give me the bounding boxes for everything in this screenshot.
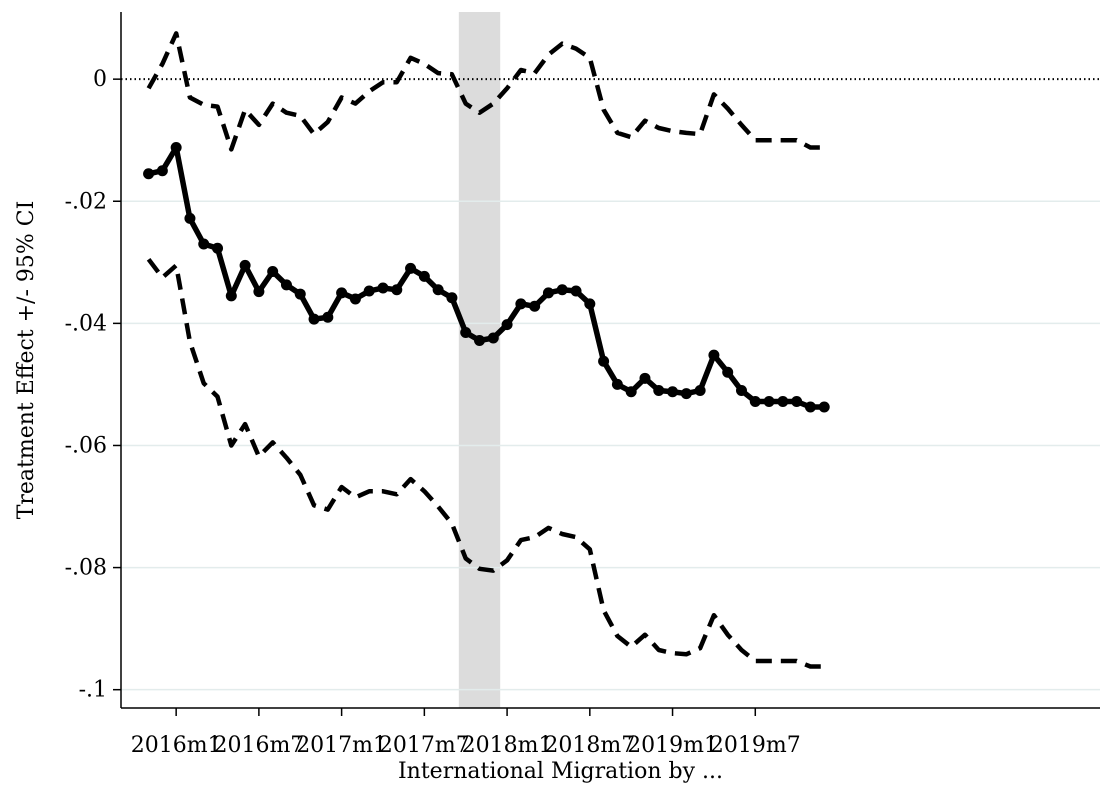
data-point	[653, 385, 665, 397]
data-point	[225, 290, 237, 302]
x-tick-label: 2016m7	[213, 733, 304, 758]
y-tick-label: -.04	[65, 311, 107, 336]
data-point	[598, 355, 610, 367]
data-point	[487, 332, 499, 344]
data-point	[611, 378, 623, 390]
x-tick-label: 2019m1	[627, 733, 718, 758]
data-point	[749, 396, 761, 408]
data-point	[804, 401, 816, 413]
data-point	[818, 401, 830, 413]
data-point	[694, 385, 706, 397]
data-point	[170, 142, 182, 154]
data-point	[391, 284, 403, 296]
y-tick-label: -.06	[65, 433, 107, 458]
x-axis-ticks: 2016m12016m72017m12017m72018m12018m72019…	[131, 708, 801, 758]
data-point	[763, 396, 775, 408]
data-point	[308, 313, 320, 325]
data-point	[722, 366, 734, 378]
x-tick-label: 2019m7	[710, 733, 801, 758]
y-tick-label: -.1	[79, 678, 107, 703]
data-point	[791, 396, 803, 408]
series-line-ci-lower	[146, 257, 825, 669]
data-point	[584, 298, 596, 310]
data-point	[363, 285, 375, 297]
data-point	[446, 292, 458, 304]
y-axis-ticks: 0 -.02 -.04 -.06 -.08 -.1	[65, 67, 121, 703]
data-point	[735, 385, 747, 397]
data-point	[322, 311, 334, 323]
data-point	[267, 265, 279, 277]
data-point	[405, 262, 417, 274]
x-tick-label: 2017m7	[379, 733, 470, 758]
data-point	[198, 238, 210, 250]
data-point	[239, 259, 251, 271]
gridlines	[121, 200, 1100, 691]
data-point	[625, 386, 637, 398]
data-point	[184, 212, 196, 224]
y-tick-label: -.08	[65, 556, 107, 581]
data-point	[432, 284, 444, 296]
x-tick-label: 2016m1	[131, 733, 222, 758]
data-point	[418, 270, 430, 282]
data-point	[294, 288, 306, 300]
shaded-band	[458, 12, 501, 708]
y-tick-label: 0	[93, 67, 107, 92]
x-tick-label: 2017m1	[296, 733, 387, 758]
data-point	[280, 279, 292, 291]
data-point	[460, 327, 472, 339]
data-point	[680, 388, 692, 400]
data-point	[156, 165, 168, 177]
data-point	[336, 287, 348, 299]
data-point	[474, 334, 486, 346]
data-point	[639, 372, 651, 384]
data-point	[253, 286, 265, 298]
shaded-period-band	[458, 12, 501, 708]
x-tick-label: 2018m1	[462, 733, 553, 758]
data-point	[501, 319, 513, 331]
data-point	[667, 386, 679, 398]
data-point	[542, 287, 554, 299]
series-line-ci-upper	[146, 31, 825, 152]
data-point	[143, 168, 155, 180]
series-group	[143, 31, 830, 669]
data-point	[777, 396, 789, 408]
data-point	[212, 242, 224, 254]
data-point	[349, 293, 361, 305]
x-tick-label: 2018m7	[544, 733, 635, 758]
data-point	[529, 300, 541, 312]
data-point	[377, 282, 389, 294]
data-point	[708, 349, 720, 361]
y-tick-label: -.02	[65, 189, 107, 214]
axes	[120, 12, 1100, 709]
data-point	[515, 298, 527, 310]
y-axis-title: Treatment Effect +/- 95% CI	[14, 201, 39, 520]
data-point	[570, 285, 582, 297]
data-point	[556, 284, 568, 296]
x-axis-title: International Migration by ...	[398, 759, 723, 784]
